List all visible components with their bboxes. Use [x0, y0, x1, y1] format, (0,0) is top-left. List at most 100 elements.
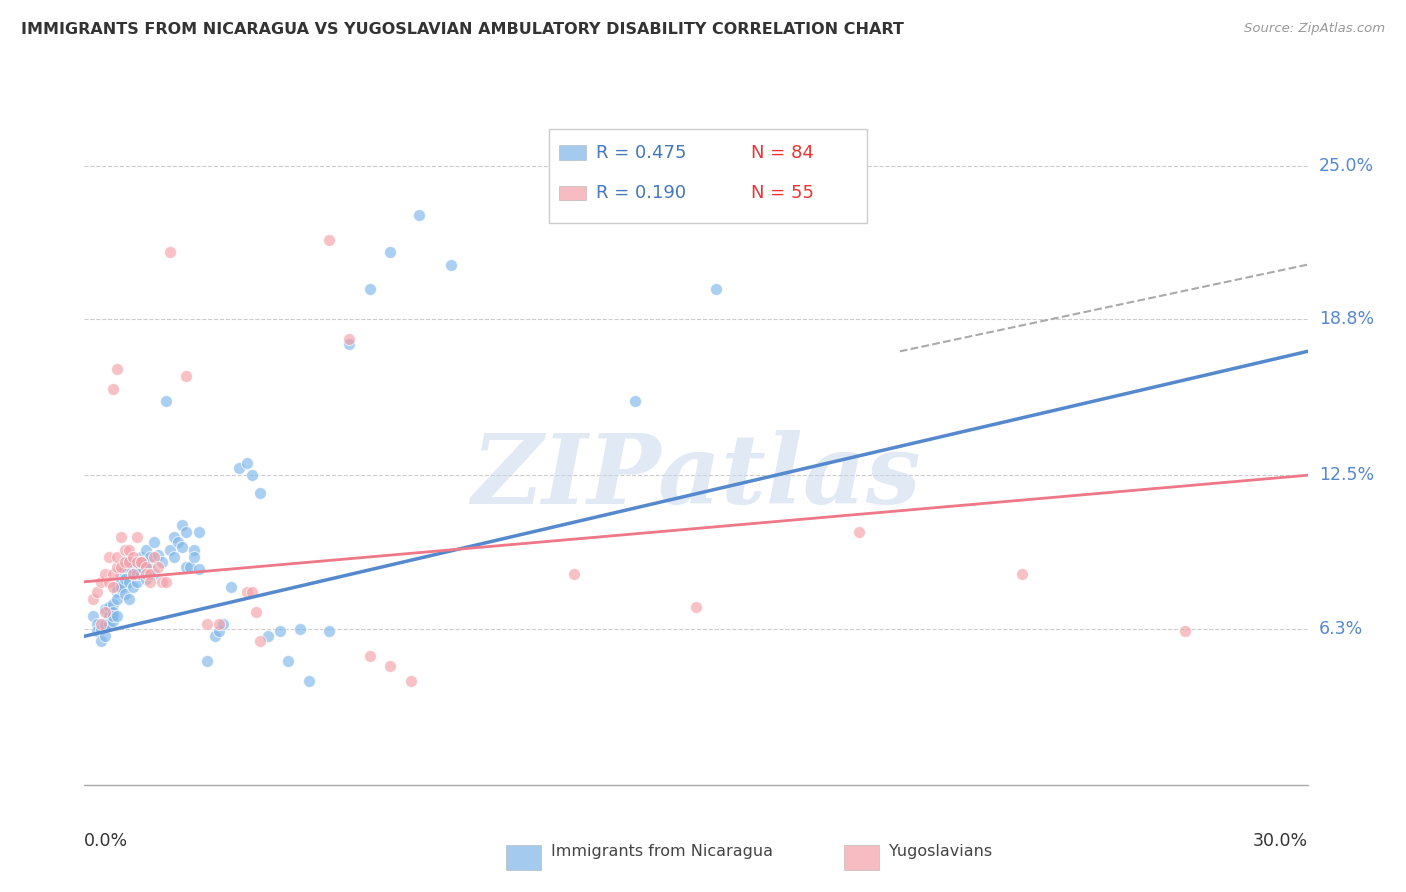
Point	[142, 535, 165, 549]
Point	[212, 616, 235, 631]
Point	[138, 549, 160, 564]
Point	[122, 555, 145, 569]
Point	[269, 624, 291, 639]
Point	[97, 616, 120, 631]
Point	[135, 572, 157, 586]
Point	[114, 572, 136, 586]
Point	[163, 549, 186, 564]
Point	[240, 468, 263, 483]
Point	[131, 560, 153, 574]
Point	[146, 560, 169, 574]
Point	[114, 542, 136, 557]
Point	[249, 485, 271, 500]
Point	[97, 574, 120, 589]
Point	[114, 555, 136, 569]
Point	[138, 567, 160, 582]
Point	[174, 525, 197, 540]
Point	[131, 555, 153, 569]
Text: R = 0.475: R = 0.475	[596, 144, 686, 161]
Point	[97, 609, 120, 624]
Point	[114, 555, 136, 569]
Point	[1174, 624, 1197, 639]
Point	[118, 592, 141, 607]
Point	[135, 560, 157, 574]
Point	[110, 530, 132, 544]
Point	[339, 337, 360, 351]
FancyBboxPatch shape	[550, 129, 868, 223]
Point	[219, 580, 242, 594]
Point	[277, 654, 299, 668]
Point	[163, 530, 186, 544]
Point	[118, 542, 141, 557]
Point	[101, 605, 124, 619]
Point	[290, 622, 312, 636]
Point	[101, 382, 124, 396]
Point	[127, 574, 149, 589]
Point	[236, 456, 259, 470]
Point	[93, 629, 115, 643]
Point	[298, 673, 321, 688]
Point	[562, 567, 585, 582]
Point	[101, 567, 124, 582]
Point	[127, 555, 149, 569]
Point	[90, 622, 112, 636]
Point	[118, 555, 141, 569]
Point	[204, 629, 226, 643]
Text: N = 84: N = 84	[751, 144, 814, 161]
Point	[105, 560, 128, 574]
Point	[685, 599, 707, 614]
Point	[105, 580, 128, 594]
Point	[624, 393, 647, 408]
Point	[101, 615, 124, 629]
Point	[249, 634, 271, 648]
Point	[118, 574, 141, 589]
Point	[146, 548, 169, 562]
FancyBboxPatch shape	[560, 186, 586, 201]
Point	[122, 549, 145, 564]
Point	[135, 567, 157, 582]
Point	[236, 584, 259, 599]
Point	[172, 517, 194, 532]
Point	[359, 649, 381, 664]
Point	[208, 616, 231, 631]
Point	[127, 555, 149, 569]
Text: 12.5%: 12.5%	[1319, 467, 1374, 484]
Point	[90, 616, 112, 631]
Point	[105, 609, 128, 624]
FancyBboxPatch shape	[560, 145, 586, 161]
Point	[150, 555, 173, 569]
Point	[1011, 567, 1033, 582]
Point	[172, 540, 194, 554]
Point	[122, 567, 145, 582]
Point	[105, 549, 128, 564]
Point	[90, 634, 112, 648]
Point	[440, 258, 463, 272]
Point	[174, 369, 197, 384]
Text: 25.0%: 25.0%	[1319, 156, 1374, 175]
Text: IMMIGRANTS FROM NICARAGUA VS YUGOSLAVIAN AMBULATORY DISABILITY CORRELATION CHART: IMMIGRANTS FROM NICARAGUA VS YUGOSLAVIAN…	[21, 22, 904, 37]
Point	[114, 587, 136, 601]
Point	[179, 560, 201, 574]
Point	[101, 609, 124, 624]
Point	[97, 599, 120, 614]
Point	[138, 562, 160, 576]
Point	[93, 567, 115, 582]
Text: Immigrants from Nicaragua: Immigrants from Nicaragua	[551, 845, 773, 859]
Point	[167, 535, 190, 549]
Text: 30.0%: 30.0%	[1253, 831, 1308, 850]
Point	[86, 584, 108, 599]
Point	[174, 560, 197, 574]
Point	[195, 654, 218, 668]
Point	[159, 542, 181, 557]
Point	[399, 673, 422, 688]
Point	[359, 282, 381, 296]
Point	[408, 208, 430, 222]
Point	[131, 555, 153, 569]
Point	[97, 549, 120, 564]
Point	[110, 567, 132, 582]
Point	[86, 624, 108, 639]
Text: 6.3%: 6.3%	[1319, 620, 1362, 638]
Point	[127, 562, 149, 576]
Point	[110, 580, 132, 594]
Point	[82, 592, 104, 607]
